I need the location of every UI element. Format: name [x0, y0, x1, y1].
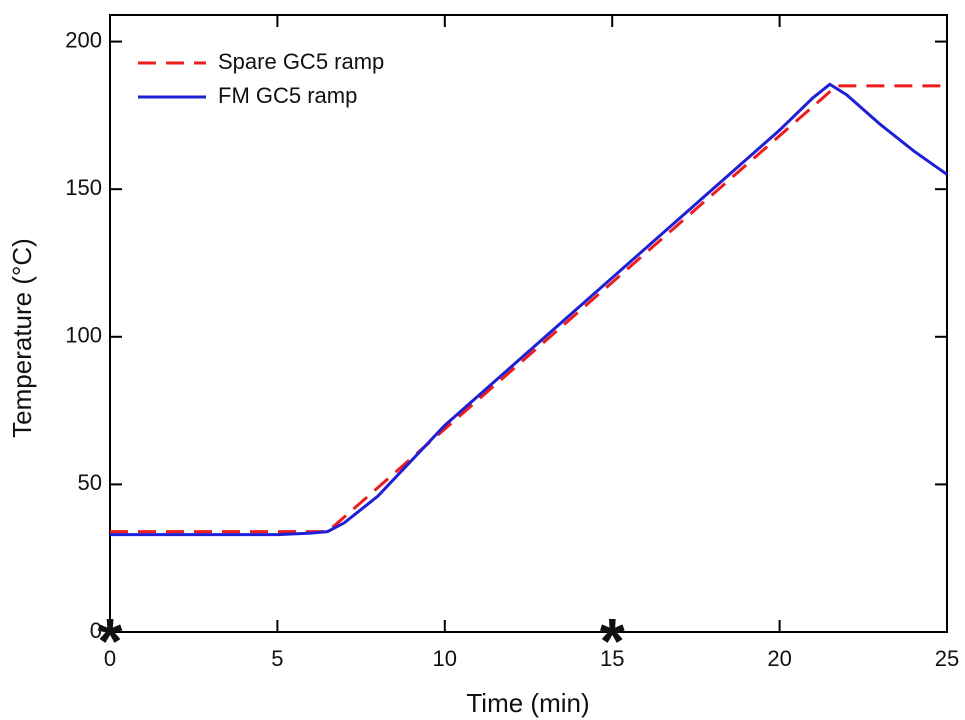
annotation: *	[600, 605, 625, 677]
series-line	[110, 84, 947, 534]
y-tick-label: 200	[65, 27, 102, 52]
y-tick-label: 50	[78, 470, 102, 495]
y-tick-label: 150	[65, 175, 102, 200]
x-axis-label: Time (min)	[466, 688, 589, 718]
x-tick-label: 25	[935, 646, 959, 671]
annotation: *	[98, 605, 123, 677]
series-line	[110, 82, 948, 537]
x-tick-label: 20	[767, 646, 791, 671]
x-tick-label: 5	[271, 646, 283, 671]
x-tick-label: 15	[600, 646, 624, 671]
y-axis-label: Temperature (°C)	[7, 238, 37, 438]
y-tick-label: 0	[90, 618, 102, 643]
y-tick-label: 100	[65, 323, 102, 348]
legend-label: Spare GC5 ramp	[218, 49, 384, 74]
plot-frame	[109, 14, 948, 633]
x-tick-label: 0	[104, 646, 116, 671]
x-tick-label: 10	[433, 646, 457, 671]
legend-label: FM GC5 ramp	[218, 83, 357, 108]
